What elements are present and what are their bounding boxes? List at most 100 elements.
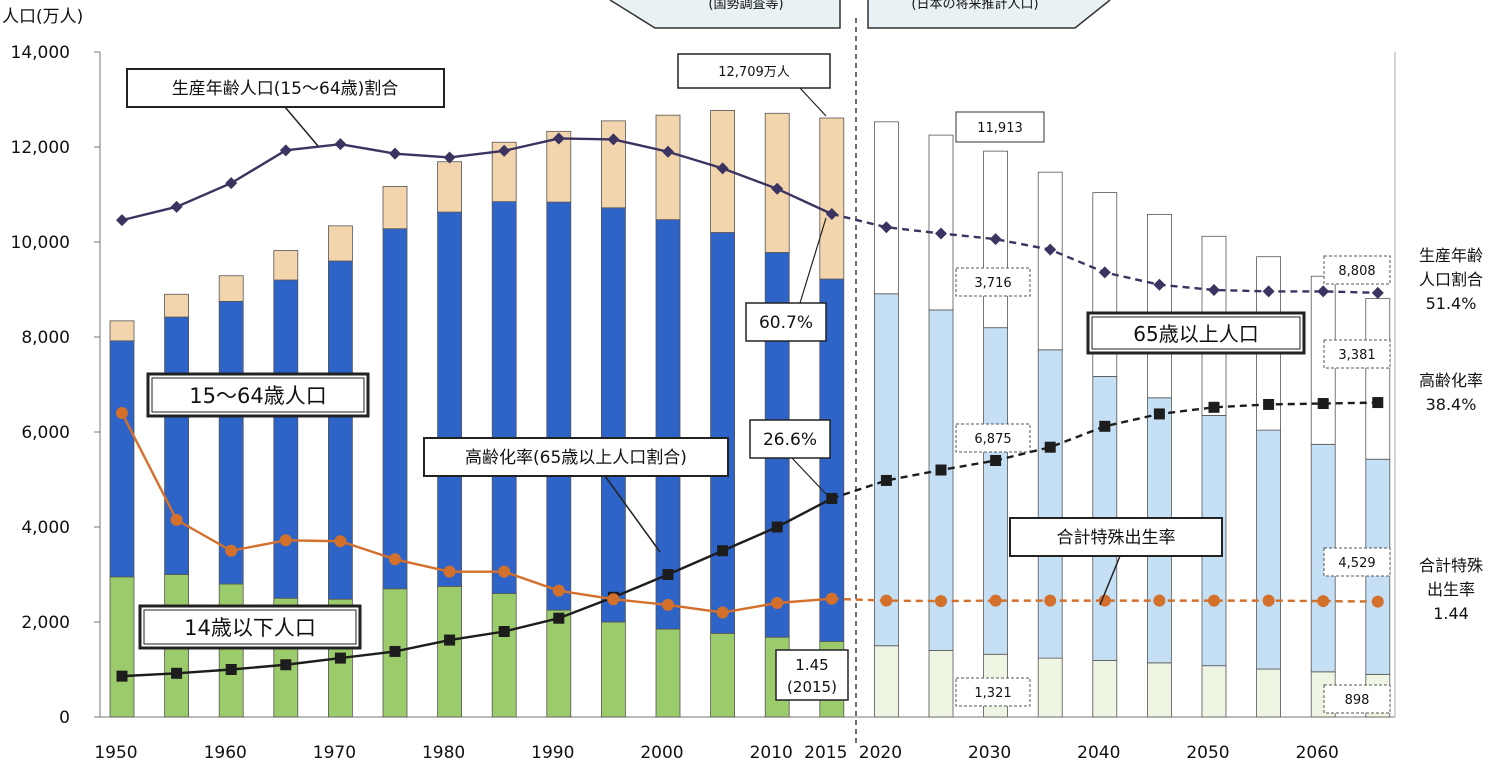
bar-elderly-1950 bbox=[109, 320, 135, 342]
right-fertility-line3: 1.44 bbox=[1433, 604, 1469, 623]
x-tick-label: 1960 bbox=[204, 743, 247, 763]
x-tick-label: 2015 bbox=[804, 743, 847, 763]
bar-working-2000 bbox=[655, 219, 681, 630]
elderly-pop-title-box: 65歳以上人口 bbox=[1086, 311, 1306, 355]
point-fertility-1985 bbox=[498, 565, 511, 578]
fertility-title-box: 合計特殊出生率 bbox=[1009, 517, 1223, 557]
point-aging_rate-1950 bbox=[116, 670, 128, 682]
point-working_ratio-2065 bbox=[1371, 286, 1384, 299]
banner-actual-text: (国勢調査等) bbox=[708, 0, 783, 12]
point-fertility-2055 bbox=[1262, 594, 1275, 607]
bar-working-2055 bbox=[1256, 429, 1281, 670]
y-tick-label: 4,000 bbox=[21, 518, 70, 538]
y-tick-label: 12,000 bbox=[11, 138, 70, 158]
point-fertility-2040 bbox=[1098, 594, 1111, 607]
right-annotation-working-ratio: 生産年齢 人口割合 51.4% bbox=[1419, 246, 1483, 313]
point-fertility-2030 bbox=[989, 594, 1002, 607]
point-aging_rate-2010 bbox=[771, 521, 783, 533]
bar-elderly-2000 bbox=[655, 114, 681, 221]
elderly-pop-title: 65歳以上人口 bbox=[1133, 322, 1258, 346]
point-aging_rate-2025 bbox=[935, 464, 947, 476]
point-aging_rate-1980 bbox=[444, 634, 456, 646]
point-fertility-2025 bbox=[935, 595, 947, 608]
point-fertility-2010 bbox=[771, 597, 784, 609]
lines bbox=[116, 132, 1384, 682]
point-working_ratio-1990 bbox=[552, 132, 565, 145]
banner-actual: (国勢調査等) bbox=[609, 0, 841, 29]
bar-working-1985 bbox=[491, 201, 517, 594]
point-fertility-1995 bbox=[607, 593, 620, 606]
y-tick-label: 6,000 bbox=[21, 423, 70, 443]
bar-elderly-1965 bbox=[273, 250, 299, 281]
y-tick-label: 14,000 bbox=[11, 43, 70, 63]
point-aging_rate-1965 bbox=[280, 659, 292, 671]
bar-working-2020 bbox=[874, 293, 899, 647]
bar-elderly-1960 bbox=[218, 275, 244, 302]
bar-elderly-2020 bbox=[874, 121, 899, 295]
working-2065-value: 4,529 bbox=[1338, 556, 1375, 571]
point-working_ratio-2060 bbox=[1317, 285, 1330, 298]
point-fertility-2020 bbox=[880, 594, 893, 607]
bar-elderly-1980 bbox=[437, 161, 463, 213]
child-pop-title-box: 14歳以下人口 bbox=[138, 604, 362, 650]
point-aging_rate-2045 bbox=[1153, 408, 1165, 420]
total-2010-pointer bbox=[799, 87, 827, 117]
bar-child-1995 bbox=[601, 621, 626, 718]
aging-rate-2015-pointer bbox=[791, 457, 827, 495]
point-fertility-1970 bbox=[334, 535, 347, 548]
elderly-2065-value: 3,381 bbox=[1338, 348, 1375, 363]
point-aging_rate-2040 bbox=[1099, 420, 1111, 432]
bar-child-2040 bbox=[1092, 660, 1118, 718]
y-ticks: 14,000 12,000 10,000 8,000 6,000 4,000 2,000 0 bbox=[11, 43, 100, 728]
right-annotation-fertility: 合計特殊 出生率 1.44 bbox=[1419, 556, 1483, 623]
bar-elderly-2065 bbox=[1365, 298, 1391, 460]
child-2030-value: 1,321 bbox=[974, 686, 1011, 701]
point-fertility-1955 bbox=[170, 513, 183, 526]
bar-working-1995 bbox=[601, 207, 626, 623]
point-working_ratio-2020 bbox=[880, 221, 893, 234]
point-fertility-2005 bbox=[716, 606, 729, 619]
point-aging_rate-1990 bbox=[553, 612, 565, 624]
bar-working-2025 bbox=[928, 309, 954, 651]
banner-projection: (日本の将来推計人口) bbox=[867, 0, 1111, 29]
right-fertility-line1: 合計特殊 bbox=[1419, 556, 1483, 575]
bar-child-1960 bbox=[218, 583, 244, 718]
x-tick-label: 2020 bbox=[859, 743, 902, 763]
x-tick-label: 2040 bbox=[1077, 743, 1120, 763]
elderly-2065-box: 3,381 bbox=[1323, 339, 1391, 369]
point-fertility-1950 bbox=[116, 407, 128, 419]
point-working_ratio-1960 bbox=[225, 177, 238, 190]
point-working_ratio-2025 bbox=[935, 227, 947, 240]
point-aging_rate-1970 bbox=[334, 652, 346, 664]
point-working_ratio-1955 bbox=[170, 200, 183, 213]
banner-projection-text: (日本の将来推計人口) bbox=[911, 0, 1038, 12]
working-ratio-2015-value: 60.7% bbox=[759, 313, 813, 333]
bar-working-1970 bbox=[327, 260, 353, 600]
x-tick-label: 2010 bbox=[750, 743, 793, 763]
bar-working-1960 bbox=[218, 300, 244, 585]
aging-rate-2015-box: 26.6% bbox=[749, 419, 831, 459]
bar-child-1950 bbox=[109, 576, 135, 718]
x-tick-label: 1980 bbox=[422, 743, 465, 763]
bar-child-2045 bbox=[1147, 662, 1172, 718]
point-aging_rate-1975 bbox=[389, 645, 401, 657]
x-tick-label: 2030 bbox=[968, 743, 1011, 763]
bar-working-1950 bbox=[109, 340, 135, 578]
point-aging_rate-2030 bbox=[990, 455, 1002, 466]
bar-working-1975 bbox=[382, 228, 408, 590]
line-fertility-actual bbox=[120, 412, 832, 614]
point-aging_rate-1960 bbox=[225, 664, 237, 675]
total-2030-value: 11,913 bbox=[977, 121, 1023, 136]
aging-rate-2015-value: 26.6% bbox=[763, 430, 817, 450]
bar-child-2050 bbox=[1201, 665, 1227, 718]
x-tick-label: 2000 bbox=[640, 743, 683, 763]
y-axis-label: 人口(万人) bbox=[2, 7, 83, 27]
point-working_ratio-1980 bbox=[443, 151, 456, 164]
total-2010-value: 12,709万人 bbox=[718, 65, 790, 80]
bar-child-2005 bbox=[710, 633, 735, 718]
bar-child-2000 bbox=[655, 628, 681, 718]
right-working-ratio-line2: 人口割合 bbox=[1419, 270, 1483, 289]
right-working-ratio-line1: 生産年齢 bbox=[1419, 246, 1483, 265]
point-aging_rate-2000 bbox=[662, 569, 674, 580]
